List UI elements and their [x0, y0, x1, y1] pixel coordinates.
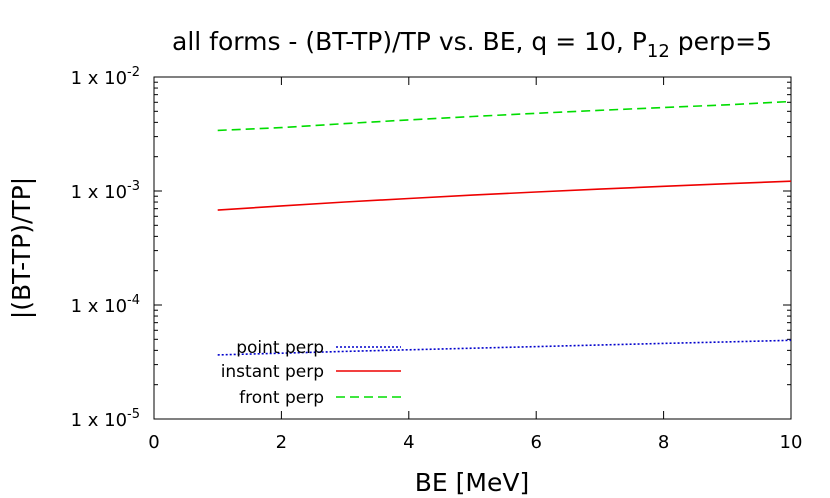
x-tick-label: 4: [403, 432, 414, 453]
legend: point perp instant perp front perp: [221, 338, 401, 408]
legend-label: point perp: [236, 338, 324, 358]
chart-title-tail: perp=5: [670, 27, 772, 56]
x-tick-label: 8: [658, 432, 669, 453]
x-tick-label: 0: [148, 432, 159, 453]
chart-title: all forms - (BT-TP)/TP vs. BE, q = 10, P…: [172, 27, 772, 62]
series-line-2: [217, 180, 792, 211]
y-axis-label: |(BT-TP)/TP|: [7, 177, 36, 319]
y-axis-ticks: 1 x 10-2 1 x 10-3 1 x 10-4 1 x 10-5: [71, 65, 791, 431]
x-axis-ticks: 0 2 4 6 8 10: [148, 77, 802, 453]
series-lines: [217, 100, 792, 356]
chart-title-subscript: 12: [647, 41, 670, 62]
x-tick-label: 10: [780, 432, 803, 453]
y-tick-label: 1 x 10-3: [71, 179, 140, 203]
legend-label: front perp: [239, 388, 324, 408]
series-line-3: [217, 100, 792, 132]
plot-frame: [153, 76, 792, 420]
y-tick-label: 1 x 10-5: [71, 407, 140, 431]
x-tick-label: 2: [276, 432, 287, 453]
y-tick-label: 1 x 10-4: [71, 293, 140, 317]
legend-label: instant perp: [221, 362, 324, 382]
y-tick-label: 1 x 10-2: [71, 65, 140, 89]
x-axis-label: BE [MeV]: [415, 468, 529, 497]
series-line-1: [217, 339, 792, 356]
x-tick-label: 6: [530, 432, 541, 453]
chart-title-main: all forms - (BT-TP)/TP vs. BE, q = 10, P: [172, 27, 647, 56]
